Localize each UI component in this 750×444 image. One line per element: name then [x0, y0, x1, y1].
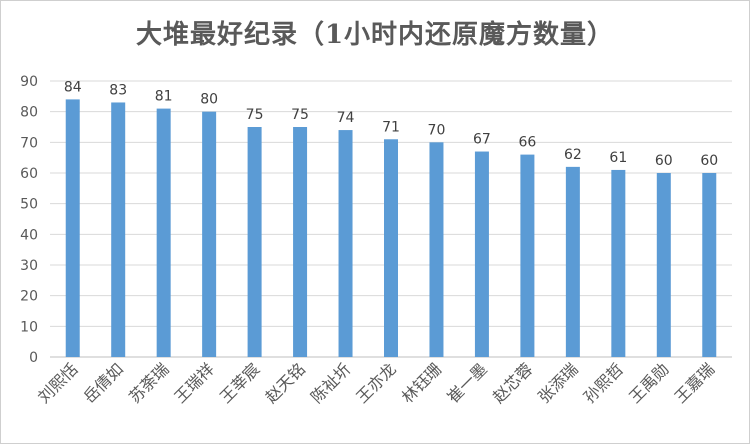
data-label: 74 — [337, 110, 355, 126]
y-tick-label: 70 — [20, 135, 38, 151]
y-tick-label: 10 — [20, 319, 38, 335]
data-label: 61 — [609, 150, 627, 166]
x-axis-labels: 刘熙恬岳倩如苏荼瑞王瑞祥王莘宸赵天铭陈祉圻王亦龙林钰珊崔一墨赵芯蓉张添瑞孙熙哲王… — [34, 359, 718, 406]
y-tick-label: 40 — [20, 227, 38, 243]
x-category-label: 王莘宸 — [216, 359, 263, 406]
bar-3 — [156, 108, 171, 357]
x-category-label: 赵芯蓉 — [489, 359, 536, 406]
y-tick-label: 80 — [20, 105, 38, 121]
data-label: 75 — [291, 107, 309, 123]
x-category-label: 张添瑞 — [534, 359, 581, 406]
data-label: 80 — [200, 92, 218, 108]
data-label: 60 — [655, 153, 673, 169]
bar-14 — [656, 173, 671, 357]
data-label: 83 — [109, 82, 127, 98]
data-label: 71 — [382, 119, 400, 135]
y-tick-label: 0 — [29, 350, 38, 366]
bar-13 — [611, 169, 626, 357]
y-tick-label: 90 — [20, 74, 38, 90]
bar-1 — [65, 99, 80, 358]
x-category-label: 陈祉圻 — [307, 359, 354, 406]
x-category-label: 王禹勋 — [625, 359, 672, 406]
y-tick-label: 60 — [20, 166, 38, 182]
bar-2 — [111, 102, 126, 357]
x-category-label: 王嘉瑞 — [671, 359, 718, 406]
x-category-label: 刘熙恬 — [34, 359, 81, 406]
data-label: 84 — [64, 79, 82, 95]
bar-8 — [384, 139, 398, 357]
x-category-label: 林钰珊 — [398, 359, 445, 406]
y-tick-label: 50 — [20, 197, 38, 213]
bar-7 — [338, 130, 353, 357]
bar-12 — [565, 166, 580, 357]
x-category-label: 王亦龙 — [352, 359, 399, 406]
x-category-label: 王瑞祥 — [171, 359, 218, 406]
data-label: 70 — [428, 122, 446, 138]
x-category-label: 孙熙哲 — [580, 359, 627, 406]
data-label: 60 — [700, 153, 718, 169]
x-category-label: 崔一墨 — [443, 359, 490, 406]
data-label: 75 — [246, 107, 264, 123]
bar-5 — [247, 127, 262, 357]
x-category-label: 赵天铭 — [262, 359, 309, 406]
bar-11 — [520, 154, 535, 357]
bar-6 — [293, 127, 308, 357]
data-labels: 84 83 81 80 75 75 74 71 70 67 66 62 61 60 60 — [64, 79, 718, 169]
x-category-label: 岳倩如 — [80, 359, 127, 406]
y-tick-label: 20 — [20, 289, 38, 305]
y-tick-label: 30 — [20, 258, 38, 274]
data-label: 67 — [473, 132, 491, 148]
data-label: 81 — [155, 89, 173, 105]
bar-10 — [474, 151, 489, 357]
data-label: 66 — [518, 135, 536, 151]
y-axis-labels: 0 10 20 30 40 50 60 70 80 90 — [20, 74, 38, 366]
bar-9 — [429, 142, 444, 357]
bar-15 — [702, 173, 717, 357]
bars — [65, 99, 717, 358]
chart-title: 大堆最好纪录（1小时内还原魔方数量） — [135, 20, 615, 50]
data-label: 62 — [564, 147, 582, 163]
bar-4 — [202, 111, 217, 358]
x-category-label: 苏荼瑞 — [125, 359, 172, 406]
